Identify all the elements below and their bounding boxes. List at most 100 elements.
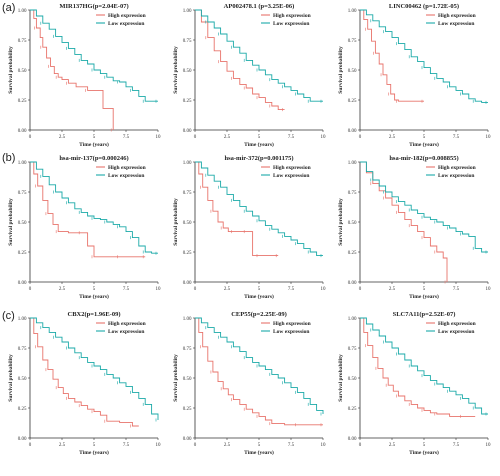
y-tick-label: 0.00 xyxy=(18,437,27,442)
legend-label-high: High expression xyxy=(108,165,146,171)
km-panel: hsa-mir-182(p=0.008855) 0.00 0.25 0.50 0.75 1… xyxy=(338,155,491,300)
legend-label-low: Low expression xyxy=(438,21,474,27)
low-expression-curve xyxy=(30,317,159,420)
y-tick-label: 1.00 xyxy=(18,317,27,322)
high-expression-curve xyxy=(30,317,139,427)
panel-title: CEP55(p=2.25E-09) xyxy=(231,311,287,318)
x-tick-label: 2.5 xyxy=(389,135,396,140)
x-tick-label: 5 xyxy=(423,135,426,140)
km-panel: CBX2(p=1.96E-09) 0.00 0.25 0.50 0.75 1.00 0 2.5… xyxy=(8,311,161,456)
x-tick-label: 5 xyxy=(93,135,96,140)
legend-label-high: High expression xyxy=(438,165,476,171)
x-axis-label: Time (years) xyxy=(79,449,109,456)
x-tick-label: 7.5 xyxy=(453,443,460,448)
x-tick-label: 10 xyxy=(156,443,162,448)
x-tick-label: 0 xyxy=(359,287,362,292)
high-expression-curve xyxy=(195,9,285,111)
panel-title: LINC00462 (p=1.72E-05) xyxy=(389,3,459,10)
y-tick-label: 1.00 xyxy=(18,9,27,14)
y-tick-label: 0.50 xyxy=(348,377,357,382)
panel-letter-a: (a) xyxy=(2,2,16,14)
x-tick-label: 7.5 xyxy=(288,443,295,448)
low-expression-curve xyxy=(360,9,488,103)
x-tick-label: 10 xyxy=(486,287,492,292)
y-tick-label: 0.75 xyxy=(18,191,27,196)
km-panel: CEP55(p=2.25E-09) 0.00 0.25 0.50 0.75 1.00 0 2.… xyxy=(173,311,326,456)
y-tick-label: 0.25 xyxy=(348,251,357,256)
x-tick-label: 5 xyxy=(258,135,261,140)
y-axis-label: Survival probability xyxy=(338,198,344,246)
y-tick-label: 0.00 xyxy=(18,129,27,134)
x-tick-label: 7.5 xyxy=(288,135,295,140)
y-tick-label: 0.50 xyxy=(18,69,27,74)
x-tick-label: 10 xyxy=(321,443,327,448)
low-expression-curve xyxy=(30,9,158,102)
y-axis-label: Survival probability xyxy=(338,354,344,402)
y-tick-label: 0.75 xyxy=(183,39,192,44)
legend-label-low: Low expression xyxy=(438,329,474,335)
km-panel: hsa-mir-372(p=0.001175) 0.00 0.25 0.50 0.75 1… xyxy=(173,155,326,300)
km-panel: AP002478.1 (p=3.25E-06) 0.00 0.25 0.50 0.75 1… xyxy=(173,3,326,148)
panel-title: CBX2(p=1.96E-09) xyxy=(68,311,121,318)
y-tick-label: 0.75 xyxy=(183,347,192,352)
x-axis-label: Time (years) xyxy=(244,449,274,456)
y-tick-label: 0.25 xyxy=(183,251,192,256)
x-axis-label: Time (years) xyxy=(244,293,274,300)
low-expression-curve xyxy=(195,161,323,257)
x-tick-label: 2.5 xyxy=(59,287,66,292)
y-tick-label: 0.00 xyxy=(348,437,357,442)
x-tick-label: 10 xyxy=(156,287,162,292)
low-expression-curve xyxy=(30,161,158,254)
x-tick-label: 0 xyxy=(359,443,362,448)
legend-label-low: Low expression xyxy=(273,173,309,179)
x-tick-label: 0 xyxy=(194,287,197,292)
x-tick-label: 0 xyxy=(194,443,197,448)
y-tick-label: 0.25 xyxy=(348,99,357,104)
y-tick-label: 0.00 xyxy=(183,437,192,442)
low-expression-curve xyxy=(360,161,488,253)
legend-label-high: High expression xyxy=(273,13,311,19)
legend-label-low: Low expression xyxy=(108,21,144,27)
x-axis-label: Time (years) xyxy=(79,293,109,300)
y-tick-label: 0.50 xyxy=(348,221,357,226)
y-tick-label: 0.50 xyxy=(183,221,192,226)
x-tick-label: 5 xyxy=(93,443,96,448)
legend-label-high: High expression xyxy=(273,165,311,171)
x-tick-label: 7.5 xyxy=(123,287,130,292)
x-axis-label: Time (years) xyxy=(79,141,109,148)
legend-label-low: Low expression xyxy=(108,329,144,335)
y-tick-label: 0.75 xyxy=(348,39,357,44)
low-expression-curve xyxy=(195,317,324,414)
x-axis-label: Time (years) xyxy=(244,141,274,148)
legend-label-low: Low expression xyxy=(108,173,144,179)
x-tick-label: 10 xyxy=(156,135,162,140)
x-tick-label: 0 xyxy=(29,443,32,448)
y-tick-label: 0.75 xyxy=(18,39,27,44)
x-tick-label: 7.5 xyxy=(453,135,460,140)
panel-title: SLC7A11(p=2.52E-07) xyxy=(393,311,456,318)
x-tick-label: 0 xyxy=(29,135,32,140)
y-tick-label: 0.25 xyxy=(183,99,192,104)
panel-letter-b: (b) xyxy=(2,152,16,164)
y-tick-label: 0.00 xyxy=(348,281,357,286)
y-tick-label: 1.00 xyxy=(348,317,357,322)
km-panel: MIR137HG(p=2.04E-07) 0.00 0.25 0.50 0.75 1.00… xyxy=(8,3,161,148)
x-tick-label: 10 xyxy=(486,135,492,140)
panel-title: hsa-mir-137(p=0.000246) xyxy=(59,155,128,162)
legend-label-high: High expression xyxy=(108,13,146,19)
high-expression-curve xyxy=(195,317,323,426)
y-tick-label: 0.75 xyxy=(348,347,357,352)
high-expression-curve xyxy=(30,161,146,258)
panel-letter-c: (c) xyxy=(2,310,15,322)
x-tick-label: 7.5 xyxy=(453,287,460,292)
y-tick-label: 1.00 xyxy=(348,161,357,166)
y-tick-label: 0.50 xyxy=(18,377,27,382)
x-tick-label: 5 xyxy=(258,443,261,448)
x-tick-label: 7.5 xyxy=(123,443,130,448)
y-tick-label: 0.00 xyxy=(18,281,27,286)
y-tick-label: 0.25 xyxy=(348,407,357,412)
y-tick-label: 0.75 xyxy=(18,347,27,352)
y-tick-label: 1.00 xyxy=(183,9,192,14)
legend-label-low: Low expression xyxy=(273,21,309,27)
x-tick-label: 0 xyxy=(359,135,362,140)
